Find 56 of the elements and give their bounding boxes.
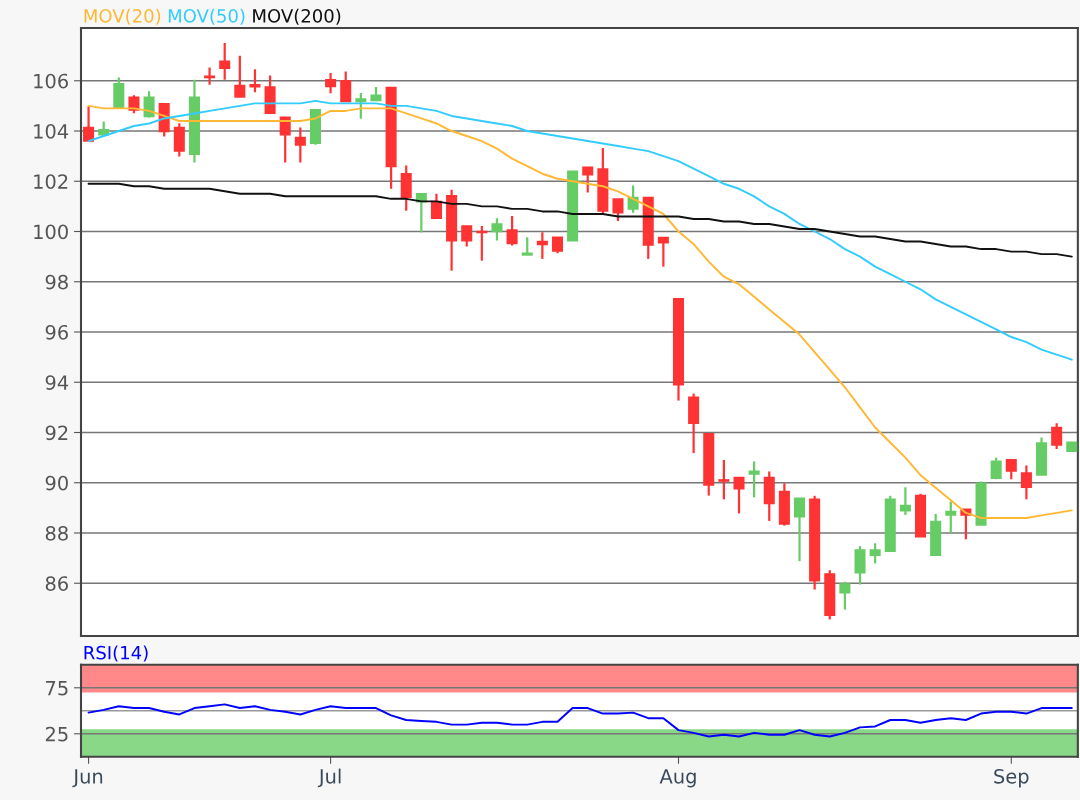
y-tick-label: 94 xyxy=(45,375,69,390)
candlestick xyxy=(400,164,412,212)
candlestick xyxy=(340,70,352,103)
candlestick xyxy=(204,66,216,86)
candlestick xyxy=(83,105,95,142)
text: MOV(200) xyxy=(253,8,341,25)
y-tick-label: 25 xyxy=(45,726,68,742)
candlestick xyxy=(173,122,185,158)
candlestick xyxy=(536,231,548,260)
candlestick xyxy=(294,126,306,164)
y-tick-label: 98 xyxy=(45,274,68,290)
y-tick-label: 88 xyxy=(45,525,68,541)
candlestick xyxy=(718,458,730,501)
y-tick-label: 102 xyxy=(34,174,68,189)
candlestick xyxy=(219,41,231,81)
candlestick xyxy=(748,460,760,499)
candlestick xyxy=(1005,458,1017,481)
candlestick xyxy=(279,116,291,164)
y-tick-label: 96 xyxy=(45,324,68,340)
candlestick xyxy=(491,217,503,242)
x-tick-label: Aug xyxy=(659,769,696,788)
candlestick xyxy=(582,166,594,194)
candlestick xyxy=(854,544,866,586)
candlestick xyxy=(430,192,442,220)
text: MOV(50) xyxy=(168,8,245,25)
candlestick xyxy=(461,224,473,248)
candlestick xyxy=(899,486,911,517)
candlestick xyxy=(1051,422,1063,451)
candlestick xyxy=(506,214,518,247)
candlestick xyxy=(657,236,669,268)
y-tick-label: 100 xyxy=(34,224,68,240)
candlestick xyxy=(355,91,367,120)
candlestick xyxy=(249,68,261,94)
y-tick-label: 106 xyxy=(34,73,68,89)
x-tick-label: Jun xyxy=(72,769,103,788)
x-tick-label: Jul xyxy=(317,768,341,788)
candlestick xyxy=(793,497,806,563)
y-tick-label: 92 xyxy=(45,425,68,441)
text: MOV(20) xyxy=(84,8,161,25)
candlestick xyxy=(733,476,745,515)
candlestick xyxy=(869,542,881,565)
text: RSI(14) xyxy=(84,645,148,662)
line-series xyxy=(87,182,1073,258)
x-tick-label: Sep xyxy=(994,768,1029,788)
candlestick xyxy=(234,54,246,98)
candlestick xyxy=(1020,464,1032,501)
y-tick-label: 90 xyxy=(45,475,68,491)
candlestick xyxy=(839,580,851,611)
y-tick-label: 104 xyxy=(34,123,69,139)
y-tick-label: 86 xyxy=(45,576,68,591)
candlestick xyxy=(945,500,957,535)
candlestick xyxy=(113,76,125,109)
candlestick xyxy=(325,71,337,95)
y-tick-label: 75 xyxy=(46,681,68,696)
candlestick xyxy=(612,197,624,223)
line-series xyxy=(87,703,1073,738)
